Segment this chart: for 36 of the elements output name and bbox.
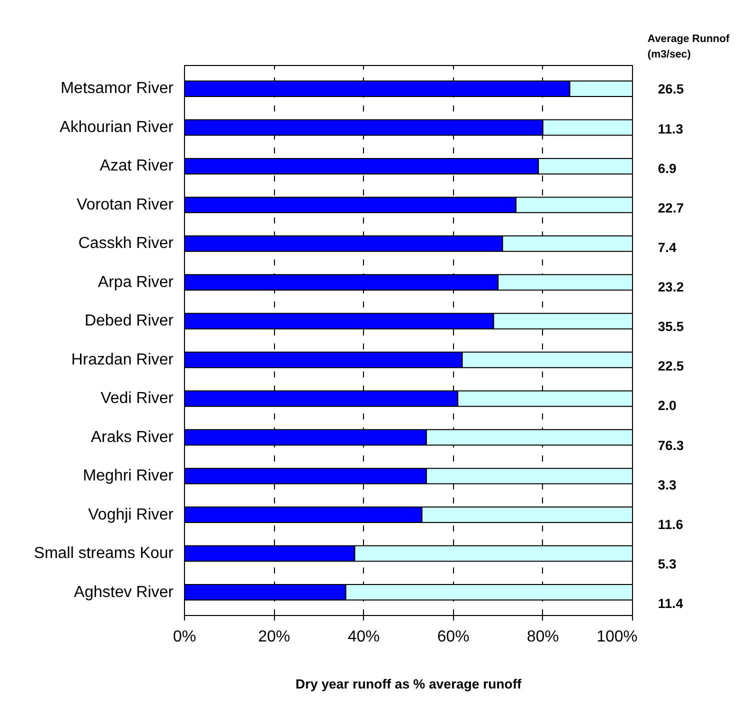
text: 22.7 bbox=[658, 200, 684, 216]
x-tick-label: 20% bbox=[258, 628, 290, 646]
x-tick-label: 60% bbox=[437, 628, 470, 646]
y-tick-label: Voghji River bbox=[88, 506, 174, 524]
text: 11.3 bbox=[658, 121, 684, 136]
text: 2.0 bbox=[658, 398, 676, 414]
x-tick-label: 100% bbox=[596, 628, 638, 646]
text: 11.4 bbox=[658, 596, 684, 612]
text: 23.2 bbox=[658, 280, 684, 295]
y-tick-label: Casskh River bbox=[78, 235, 174, 252]
text: 5.3 bbox=[658, 556, 676, 572]
y-tick-label: Metsamor River bbox=[60, 80, 174, 98]
text: 11.6 bbox=[658, 516, 684, 532]
y-tick-label: Arpa River bbox=[98, 274, 174, 291]
x-axis-title: Dry year runoff as % average runoff bbox=[296, 676, 522, 692]
y-tick-label: Small streams Kour bbox=[34, 545, 174, 562]
y-tick-label: Meghri River bbox=[82, 468, 174, 485]
y-tick-label: Aghstev River bbox=[74, 584, 174, 601]
y-tick-label: Debed River bbox=[84, 312, 174, 330]
y-tick-label: Vedi River bbox=[100, 390, 174, 408]
y-tick-label: Araks River bbox=[90, 428, 174, 446]
text: 26.5 bbox=[658, 82, 684, 97]
text: 35.5 bbox=[658, 319, 684, 334]
text: 3.3 bbox=[658, 477, 676, 492]
y-tick-label: Akhourian River bbox=[60, 118, 174, 136]
text: Average Runnof (m3/sec) bbox=[648, 32, 730, 60]
x-tick-label: 40% bbox=[348, 628, 380, 646]
x-tick-label: 0% bbox=[172, 628, 196, 646]
text: 7.4 bbox=[658, 240, 678, 255]
y-tick-label: Azat River bbox=[100, 158, 174, 175]
x-tick-label: 80% bbox=[526, 628, 559, 646]
text: 6.9 bbox=[658, 160, 676, 176]
y-tick-label: Hrazdan River bbox=[71, 351, 174, 368]
text: 76.3 bbox=[658, 438, 684, 453]
y-tick-label: Vorotan River bbox=[76, 196, 174, 214]
text: 22.5 bbox=[658, 358, 684, 374]
